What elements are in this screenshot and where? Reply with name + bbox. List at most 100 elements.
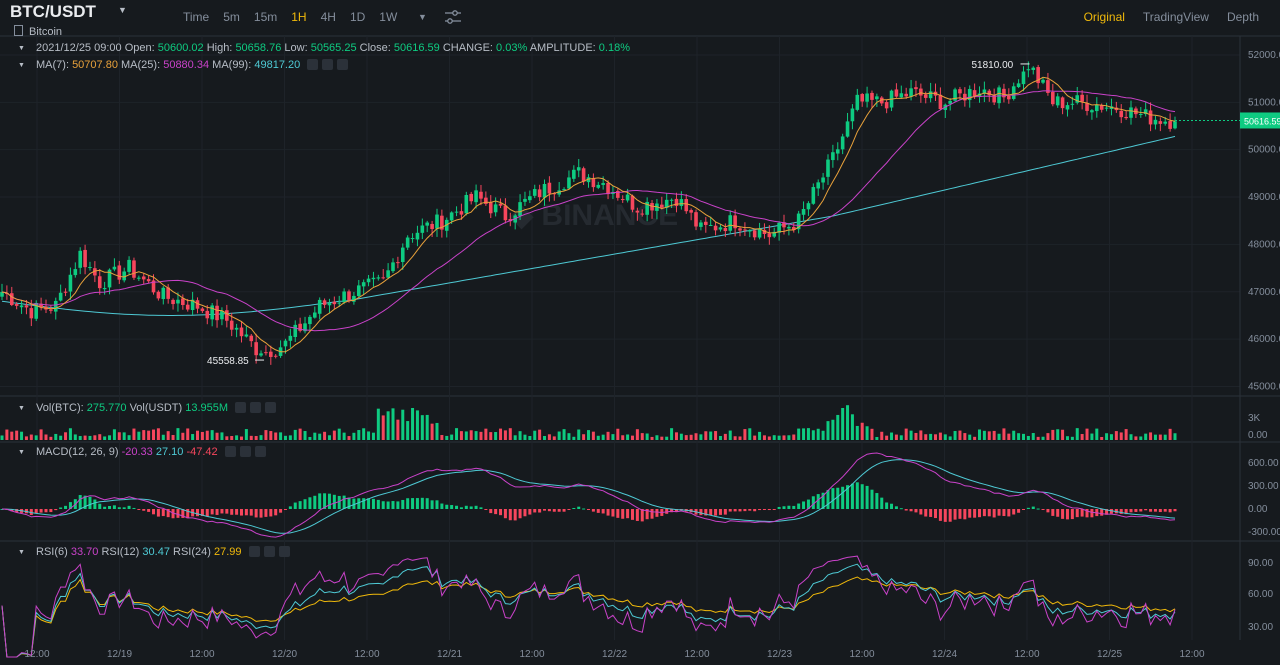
- volume-bar: [865, 426, 869, 440]
- volume-bar: [376, 408, 380, 440]
- candle-up: [826, 159, 830, 177]
- volume-bar: [596, 435, 600, 440]
- volume-bar: [68, 428, 72, 440]
- collapse-caret-icon[interactable]: ▼: [18, 405, 25, 412]
- pair-dropdown-icon[interactable]: ▼: [118, 5, 127, 15]
- x-tick-label: 12:00: [1014, 649, 1039, 660]
- candle-up: [669, 199, 674, 201]
- candle-up: [718, 227, 723, 230]
- macd-hist-bar: [10, 509, 14, 512]
- macd-hist-bar: [948, 509, 952, 522]
- eye-icon[interactable]: [235, 402, 247, 413]
- gear-icon[interactable]: [239, 446, 251, 457]
- close-icon[interactable]: [254, 446, 266, 457]
- tab-4h[interactable]: 4H: [320, 10, 336, 24]
- candle-up: [928, 91, 933, 99]
- collapse-caret-icon[interactable]: ▼: [18, 62, 25, 69]
- tab-1w[interactable]: 1W: [379, 10, 398, 24]
- macd-hist-bar: [318, 493, 322, 509]
- candle-up: [493, 204, 498, 213]
- collapse-caret-icon[interactable]: ▼: [18, 449, 25, 456]
- eye-icon[interactable]: [224, 446, 236, 457]
- volume-bar: [718, 435, 722, 440]
- close-icon[interactable]: [278, 546, 290, 557]
- macd-hist-bar: [269, 509, 273, 517]
- volume-bar: [254, 436, 258, 440]
- macd-hist-bar: [406, 498, 410, 509]
- tab-depth[interactable]: Depth: [1226, 10, 1259, 24]
- macd-hist-bar: [802, 501, 806, 509]
- tab-1h[interactable]: 1H: [291, 10, 307, 24]
- macd-hist-bar: [865, 485, 869, 509]
- volume-bar: [660, 436, 664, 440]
- eye-icon[interactable]: [307, 59, 319, 70]
- tab-time[interactable]: Time: [183, 10, 210, 24]
- candle-up: [1095, 104, 1099, 112]
- macd-hist-bar: [391, 501, 395, 509]
- volume-bar: [836, 414, 840, 440]
- candle-up: [845, 121, 850, 137]
- volume-bar: [469, 430, 473, 440]
- candle-down: [430, 223, 434, 229]
- tab-15m[interactable]: 15m: [253, 10, 278, 24]
- close-icon[interactable]: [337, 59, 349, 70]
- macd-hist-bar: [132, 507, 136, 509]
- volume-bar: [1109, 434, 1113, 440]
- volume-bar: [308, 436, 312, 440]
- candle-up: [53, 300, 58, 312]
- gear-icon[interactable]: [322, 59, 334, 70]
- candle-up: [327, 303, 332, 306]
- macd-hist-bar: [342, 495, 346, 509]
- close-icon[interactable]: [265, 402, 277, 413]
- gear-icon[interactable]: [263, 546, 275, 557]
- volume-bar: [1163, 434, 1167, 440]
- pair-title[interactable]: BTC/USDT: [10, 2, 96, 21]
- candle-up: [127, 259, 131, 272]
- macd-hist-bar: [875, 493, 879, 509]
- collapse-caret-icon[interactable]: ▼: [18, 549, 25, 556]
- x-tick-label: 12:00: [519, 649, 544, 660]
- collapse-caret-icon[interactable]: ▼: [18, 45, 25, 52]
- candle-down: [1002, 88, 1006, 98]
- candle-down: [581, 168, 586, 182]
- candle-up: [190, 299, 195, 311]
- macd-hist-bar: [709, 509, 713, 516]
- volume-bar: [332, 430, 336, 440]
- macd-hist-bar: [308, 497, 312, 509]
- y-tick-label: 49000.00: [1248, 192, 1280, 203]
- macd-hist-bar: [435, 500, 439, 509]
- settings-sliders-icon[interactable]: [444, 9, 462, 25]
- interval-more-icon[interactable]: ▼: [418, 12, 427, 22]
- volume-bar: [533, 430, 537, 440]
- candle-up: [342, 291, 346, 303]
- macd-signal-value: 27.10: [155, 446, 184, 458]
- candle-down: [547, 182, 552, 194]
- gear-icon[interactable]: [250, 402, 262, 413]
- volume-bar: [10, 431, 14, 440]
- volume-bar: [156, 428, 160, 440]
- candle-up: [58, 292, 63, 301]
- volume-bar: [108, 435, 112, 440]
- volume-bar: [318, 433, 322, 440]
- tab-original[interactable]: Original: [1083, 10, 1125, 24]
- rsi24-label: RSI(24): [173, 546, 211, 558]
- macd-hist-bar: [127, 505, 131, 509]
- volume-bar: [831, 419, 835, 440]
- volume-bar: [327, 435, 331, 440]
- volume-bar: [152, 429, 156, 440]
- volume-bar: [899, 435, 903, 440]
- volume-bar: [352, 432, 356, 440]
- candle-up: [523, 198, 527, 202]
- tab-1d[interactable]: 1D: [349, 10, 366, 24]
- eye-icon[interactable]: [248, 546, 260, 557]
- candle-up: [1055, 96, 1060, 106]
- tab-tradingview[interactable]: TradingView: [1142, 10, 1209, 24]
- tab-5m[interactable]: 5m: [223, 10, 240, 24]
- candle-down: [616, 190, 620, 198]
- candle-up: [1129, 107, 1133, 118]
- candle-up: [625, 194, 630, 201]
- volume-bar: [728, 430, 732, 440]
- volume-bar: [225, 436, 229, 440]
- candle-down: [752, 230, 757, 238]
